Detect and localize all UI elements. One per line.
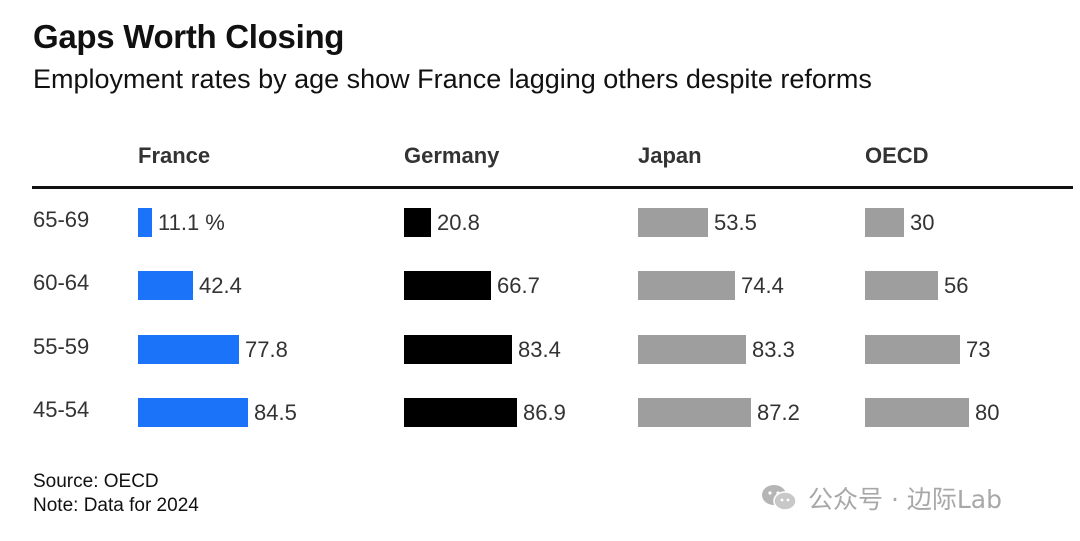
watermark: 公众号 · 边际Lab — [760, 479, 1002, 517]
value-label-germany-55-59: 83.4 — [518, 337, 561, 362]
data-note: Note: Data for 2024 — [33, 495, 199, 516]
value-label-japan-60-64: 74.4 — [741, 273, 784, 298]
value-label-japan-55-59: 83.3 — [752, 337, 795, 362]
bar-japan-60-64 — [638, 271, 735, 300]
watermark-text: 公众号 · 边际Lab — [808, 485, 1002, 514]
value-label-france-60-64: 42.4 — [199, 273, 242, 298]
value-label-germany-65-69: 20.8 — [437, 210, 480, 235]
value-label-japan-65-69: 53.5 — [714, 210, 757, 235]
value-label-france-55-59: 77.8 — [245, 337, 288, 362]
column-header-germany: Germany — [404, 143, 500, 168]
bar-germany-60-64 — [404, 271, 491, 300]
column-header-japan: Japan — [638, 143, 702, 168]
value-label-germany-45-54: 86.9 — [523, 400, 566, 425]
bar-japan-45-54 — [638, 398, 751, 427]
row-label-55-59: 55-59 — [33, 334, 90, 359]
row-label-65-69: 65-69 — [33, 207, 90, 232]
bar-oecd-65-69 — [865, 208, 904, 237]
bar-france-60-64 — [138, 271, 193, 300]
value-label-france-45-54: 84.5 — [254, 400, 297, 425]
bar-germany-55-59 — [404, 335, 512, 364]
value-label-oecd-45-54: 80 — [975, 400, 1000, 425]
header-divider — [32, 186, 1073, 189]
bar-germany-65-69 — [404, 208, 431, 237]
value-label-france-65-69: 11.1 % — [158, 210, 225, 235]
bar-germany-45-54 — [404, 398, 517, 427]
value-label-japan-45-54: 87.2 — [757, 400, 800, 425]
bar-france-65-69 — [138, 208, 152, 237]
bar-oecd-60-64 — [865, 271, 938, 300]
row-label-45-54: 45-54 — [33, 397, 90, 422]
chart-title: Gaps Worth Closing — [33, 18, 345, 55]
wechat-icon — [760, 482, 798, 514]
column-header-france: France — [138, 143, 211, 168]
bar-japan-65-69 — [638, 208, 708, 237]
value-label-oecd-55-59: 73 — [966, 337, 991, 362]
row-label-60-64: 60-64 — [33, 270, 90, 295]
source-note: Source: OECD — [33, 471, 159, 492]
value-label-oecd-60-64: 56 — [944, 273, 969, 298]
bar-oecd-45-54 — [865, 398, 969, 427]
chart-subtitle: Employment rates by age show France lagg… — [33, 64, 872, 94]
bar-france-55-59 — [138, 335, 239, 364]
value-label-germany-60-64: 66.7 — [497, 273, 540, 298]
bar-france-45-54 — [138, 398, 248, 427]
bar-oecd-55-59 — [865, 335, 960, 364]
column-header-oecd: OECD — [865, 143, 929, 168]
value-label-oecd-65-69: 30 — [910, 210, 935, 235]
bar-japan-55-59 — [638, 335, 746, 364]
